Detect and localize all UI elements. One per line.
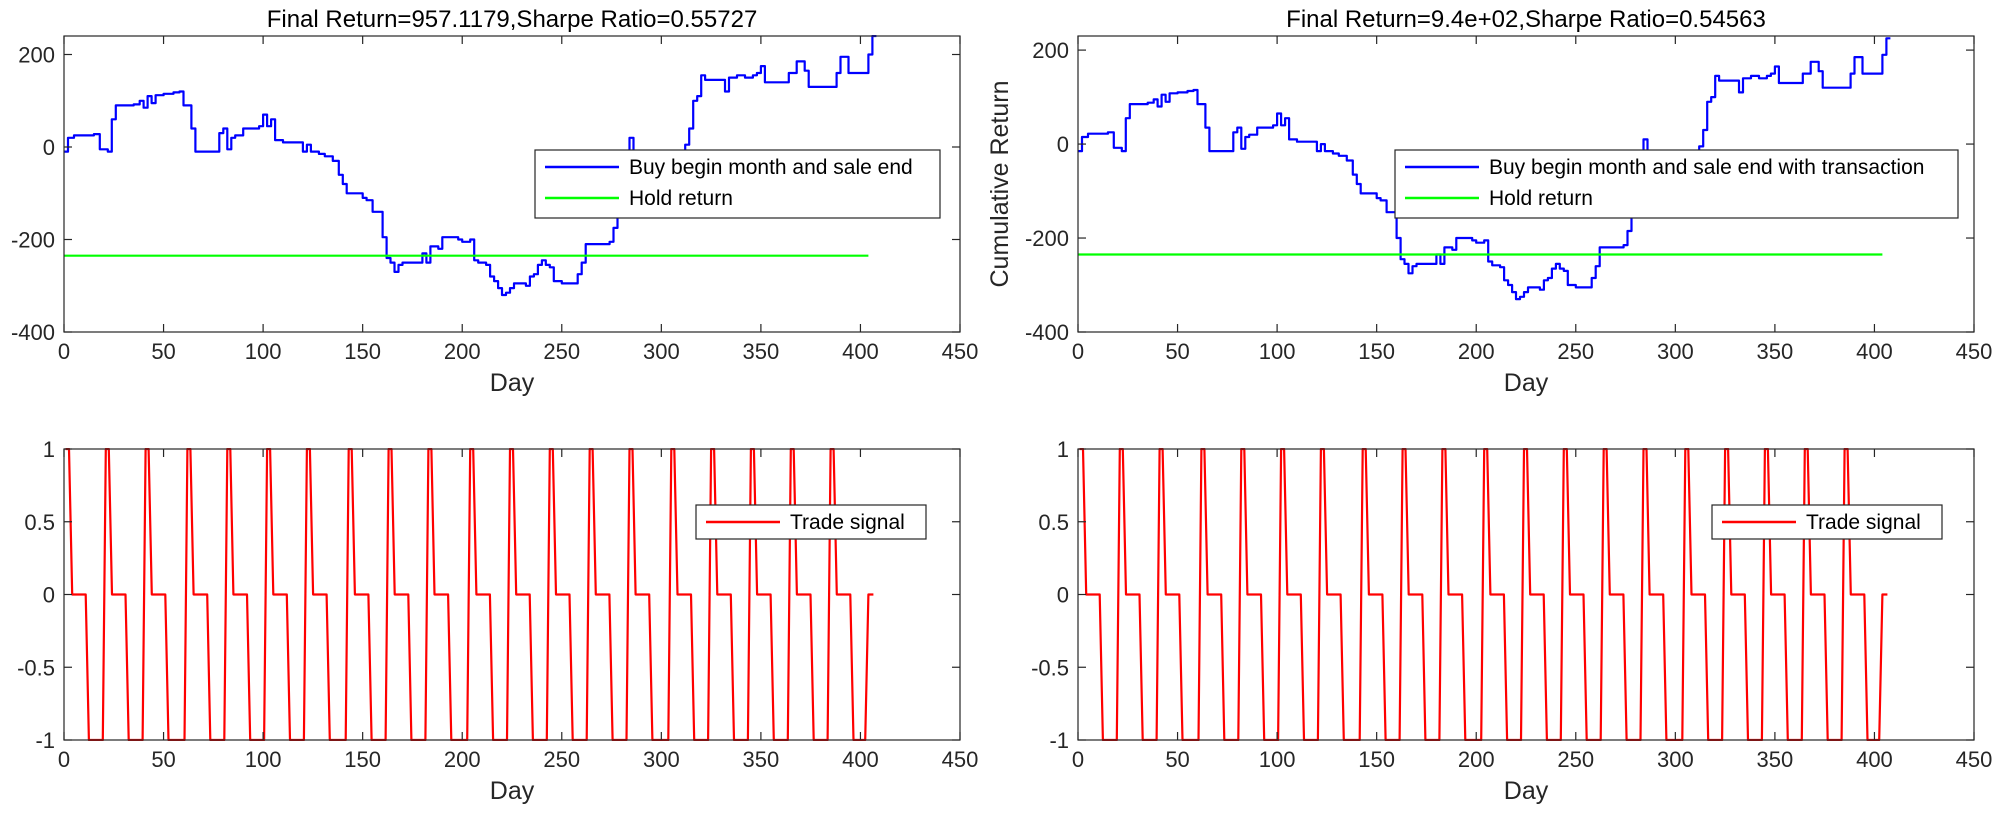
x-tick-label: 250 <box>543 747 580 772</box>
y-tick-label: 0 <box>43 135 55 160</box>
y-tick-label: -1 <box>1049 728 1069 753</box>
y-tick-label: -1 <box>35 728 55 753</box>
y-tick-label: -400 <box>11 320 55 345</box>
x-tick-label: 200 <box>444 339 481 364</box>
x-tick-label: 0 <box>58 747 70 772</box>
x-tick-label: 300 <box>1657 339 1694 364</box>
y-tick-label: 200 <box>1032 38 1069 63</box>
y-tick-label: 0.5 <box>24 510 55 535</box>
x-tick-label: 150 <box>344 339 381 364</box>
x-axis-label: Day <box>1504 777 1549 805</box>
chart-return-left: 0 50 100 150 200 250 300 350 400 450 -400 -200 0 200 F… <box>11 6 978 397</box>
y-tick-label: -200 <box>1025 226 1069 251</box>
x-axis-label: Day <box>490 369 535 397</box>
x-tick-label: 350 <box>743 747 780 772</box>
x-axis-label: Day <box>1504 369 1549 397</box>
x-tick-label: 450 <box>1956 339 1993 364</box>
x-tick-label: 400 <box>842 339 879 364</box>
series-line-strategy-return <box>64 35 877 297</box>
x-tick-label: 0 <box>1072 747 1084 772</box>
x-tick-label: 350 <box>1757 747 1794 772</box>
legend: Buy begin month and sale end Hold return <box>534 149 941 219</box>
x-tick-label: 400 <box>1856 339 1893 364</box>
axes-box <box>1077 35 1975 333</box>
series-line-strategy-return <box>1078 37 1891 301</box>
x-tick-label: 0 <box>58 339 70 364</box>
x-tick-label: 150 <box>344 747 381 772</box>
legend: Trade signal <box>1711 504 1943 540</box>
x-tick-label: 250 <box>1557 747 1594 772</box>
legend-label: Buy begin month and sale end <box>629 156 913 179</box>
chart-signal-right: 0 50 100 150 200 250 300 350 400 450 -1 -0.5 0 0.5 1 Da… <box>1031 437 1992 805</box>
x-tick-label: 150 <box>1358 747 1395 772</box>
x-tick-label: 50 <box>1165 339 1189 364</box>
y-tick-label: -400 <box>1025 320 1069 345</box>
x-tick-label: 100 <box>1259 747 1296 772</box>
x-tick-label: 250 <box>1557 339 1594 364</box>
y-tick-label: 0.5 <box>1038 510 1069 535</box>
x-tick-label: 150 <box>1358 339 1395 364</box>
x-axis-label: Day <box>490 777 535 805</box>
x-tick-label: 100 <box>245 339 282 364</box>
x-tick-label: 450 <box>942 339 979 364</box>
legend-label: Trade signal <box>1806 511 1921 534</box>
y-axis-label: Cumulative Return <box>986 80 1014 287</box>
x-tick-label: 450 <box>1956 747 1993 772</box>
y-tick-label: 0 <box>43 583 55 608</box>
x-tick-label: 0 <box>1072 339 1084 364</box>
x-tick-label: 50 <box>151 339 175 364</box>
y-tick-label: -0.5 <box>17 655 55 680</box>
x-tick-label: 50 <box>1165 747 1189 772</box>
legend-box <box>1394 149 1959 219</box>
chart-title: Final Return=957.1179,Sharpe Ratio=0.557… <box>267 6 758 33</box>
y-tick-label: 0 <box>1057 132 1069 157</box>
y-tick-label: -200 <box>11 228 55 253</box>
y-tick-label: 0 <box>1057 583 1069 608</box>
x-tick-label: 50 <box>151 747 175 772</box>
chart-signal-left: 0 50 100 150 200 250 300 350 400 450 -1 -0.5 0 0.5 1 Da… <box>17 437 978 805</box>
x-tick-label: 400 <box>842 747 879 772</box>
legend: Buy begin month and sale end with transa… <box>1394 149 1959 219</box>
legend-label: Buy begin month and sale end with transa… <box>1489 156 1924 179</box>
y-tick-label: 200 <box>18 43 55 68</box>
x-tick-label: 300 <box>643 747 680 772</box>
legend: Trade signal <box>695 504 927 540</box>
x-tick-label: 200 <box>444 747 481 772</box>
x-tick-label: 350 <box>743 339 780 364</box>
x-tick-label: 200 <box>1458 747 1495 772</box>
x-tick-label: 450 <box>942 747 979 772</box>
y-tick-label: -0.5 <box>1031 655 1069 680</box>
x-tick-label: 100 <box>1259 339 1296 364</box>
legend-box <box>534 149 941 219</box>
x-tick-label: 350 <box>1757 339 1794 364</box>
x-tick-label: 250 <box>543 339 580 364</box>
x-tick-label: 300 <box>1657 747 1694 772</box>
x-tick-label: 200 <box>1458 339 1495 364</box>
legend-label: Hold return <box>1489 187 1593 210</box>
chart-title: Final Return=9.4e+02,Sharpe Ratio=0.5456… <box>1286 6 1766 33</box>
y-tick-label: 1 <box>43 437 55 462</box>
x-tick-label: 300 <box>643 339 680 364</box>
x-tick-label: 100 <box>245 747 282 772</box>
x-tick-label: 400 <box>1856 747 1893 772</box>
chart-return-right: 0 50 100 150 200 250 300 350 400 450 -400 -200 0 200 F… <box>986 6 1992 397</box>
legend-label: Trade signal <box>790 511 905 534</box>
legend-label: Hold return <box>629 187 733 210</box>
axes-box <box>63 35 961 333</box>
y-tick-label: 1 <box>1057 437 1069 462</box>
